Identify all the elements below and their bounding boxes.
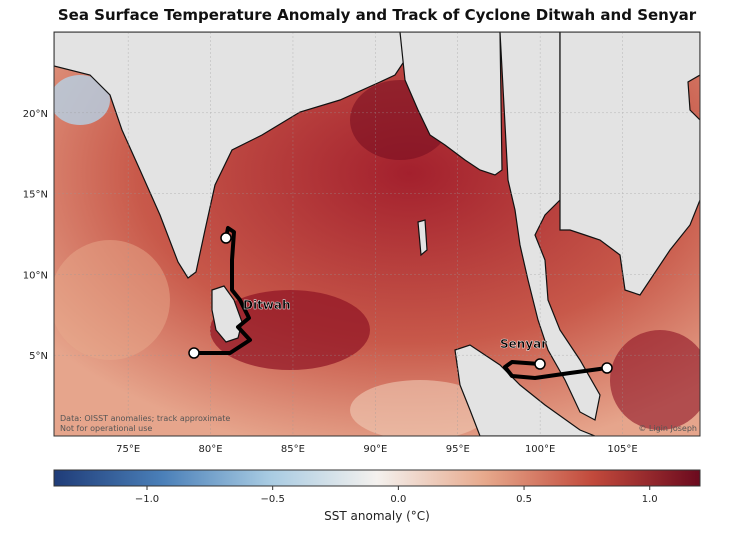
data-note: Data: OISST anomalies; track approximate: [60, 414, 230, 423]
colorbar-tick-label: −1.0: [135, 494, 159, 505]
cyclone-tracks: Ditwah Senyar: [188, 226, 613, 380]
colorbar-tick-label: 0.5: [516, 494, 532, 505]
lon-tick-label: 75°E: [116, 444, 140, 455]
track-label-ditwah: Ditwah: [243, 298, 291, 312]
lon-tick-label: 90°E: [363, 444, 387, 455]
colorbar-tick-label: 1.0: [642, 494, 658, 505]
map-frame: [53, 31, 701, 437]
map-area: Ditwah Senyar Data: OISST anomalies; trac…: [54, 32, 700, 436]
warm-anomaly: [610, 330, 700, 430]
lat-tick-label: 10°N: [23, 270, 48, 281]
colorbar-tick-label: −0.5: [261, 494, 285, 505]
track-point-marker: [534, 358, 546, 370]
land-andaman: [417, 219, 428, 257]
lat-tick-label: 20°N: [23, 109, 48, 120]
land-peninsula: [499, 32, 601, 421]
track-point-marker: [188, 347, 200, 359]
credit: © Ligin Joseph: [638, 424, 697, 433]
lon-tick-label: 100°E: [525, 444, 555, 455]
warm-anomaly: [210, 290, 370, 370]
land-masses: [54, 32, 700, 436]
map-title: Sea Surface Temperature Anomaly and Trac…: [57, 6, 697, 24]
colorbar-tick-label: 0.0: [390, 494, 406, 505]
land-sumatra: [454, 344, 596, 436]
colorbar-label: SST anomaly (°C): [324, 509, 430, 523]
track-ditwah: [194, 226, 252, 355]
lat-tick-label: 15°N: [23, 190, 48, 201]
mild-anomaly: [54, 240, 170, 360]
lon-tick-label: 95°E: [446, 444, 470, 455]
lon-tick-label: 105°E: [607, 444, 637, 455]
land-india-arabia: [54, 32, 406, 279]
mild-anomaly: [350, 380, 490, 436]
land-myanmar-malay: [399, 32, 503, 176]
lon-tick-label: 85°E: [281, 444, 305, 455]
operational-note: Not for operational use: [60, 424, 152, 433]
lat-tick-label: 5°N: [29, 351, 48, 362]
track-point-marker: [220, 232, 232, 244]
track-label-senyar: Senyar: [500, 337, 547, 351]
lon-tick-label: 80°E: [199, 444, 223, 455]
colorbar: [53, 469, 701, 487]
land-indochina: [559, 32, 700, 296]
cool-anomaly: [54, 75, 110, 125]
track-point-marker: [601, 362, 613, 374]
track-senyar: [503, 360, 608, 380]
land-sri-lanka: [211, 285, 243, 343]
